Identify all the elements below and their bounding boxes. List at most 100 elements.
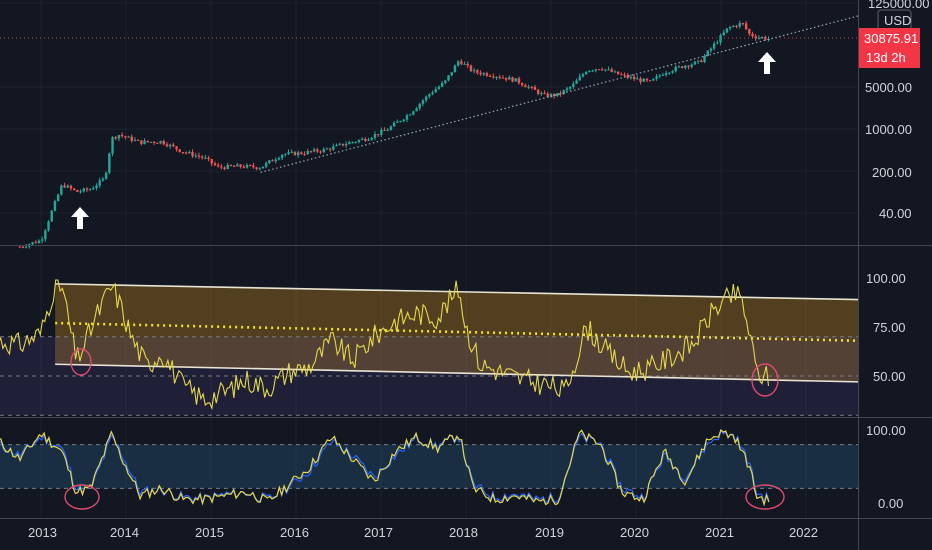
candle-body — [207, 157, 210, 160]
candle-body — [716, 42, 719, 44]
candle-body — [744, 23, 748, 30]
candle-body — [738, 23, 741, 27]
last-price-value: 30875.91 — [864, 31, 918, 46]
price-pane[interactable] — [0, 0, 858, 245]
bar-countdown: 13d 2h — [866, 50, 906, 65]
candle-body — [133, 139, 137, 141]
candle-body — [504, 77, 508, 80]
candle-body — [248, 164, 252, 166]
candle-body — [354, 141, 357, 143]
rsi-tick-100: 100.00 — [866, 271, 906, 286]
candle-body — [677, 66, 681, 68]
candle-body — [226, 164, 229, 169]
candle-body — [239, 164, 242, 167]
candle-body — [162, 140, 165, 145]
rsi-midline-dotted — [55, 321, 859, 343]
candle-body — [242, 166, 245, 168]
time-scale[interactable]: 2013 2014 2015 2016 2017 2018 2019 2020 … — [28, 525, 818, 540]
candle-body — [332, 146, 335, 150]
candle-body — [200, 156, 204, 158]
candle-body — [476, 70, 479, 73]
candle-body — [424, 96, 428, 101]
candle-body — [255, 167, 258, 169]
candle-body — [149, 141, 153, 143]
candle-body — [165, 144, 169, 147]
price-tick-200: 200.00 — [872, 165, 912, 180]
rsi-channel-fill — [55, 283, 858, 382]
up-arrow-2013 — [71, 207, 89, 229]
candle-body — [751, 33, 754, 37]
candle-body — [98, 180, 101, 186]
candle-body — [552, 94, 556, 97]
candle-body — [572, 83, 575, 88]
rsi-series — [0, 279, 859, 416]
candle-body — [431, 92, 434, 95]
candle-body — [306, 151, 309, 155]
candle-body — [95, 185, 98, 189]
candle-body — [636, 78, 639, 80]
candle-body — [655, 76, 658, 79]
candle-body — [568, 87, 572, 89]
time-tick: 2021 — [705, 525, 734, 540]
candle-body — [719, 35, 722, 43]
candle-body — [703, 55, 706, 63]
candle-body — [280, 154, 284, 159]
candle-body — [546, 93, 549, 97]
candle-body — [607, 69, 610, 71]
candle-body — [712, 43, 716, 49]
price-scale[interactable]: 125000.00 5000.00 1000.00 200.00 40.00 — [865, 0, 929, 221]
rsi-line — [0, 279, 770, 411]
candle-body — [597, 69, 601, 71]
candle-body — [76, 190, 79, 192]
candle-body — [495, 76, 498, 78]
candle-body — [341, 143, 345, 146]
candle-body — [661, 74, 665, 76]
candle-body — [79, 191, 82, 193]
candle-body — [562, 90, 565, 95]
candle-body — [588, 70, 591, 73]
candle-body — [434, 89, 437, 93]
candle-body — [152, 141, 156, 143]
currency-badge[interactable]: USD — [877, 9, 912, 32]
time-tick: 2018 — [449, 525, 478, 540]
candle-body — [639, 78, 642, 82]
candle-body — [127, 136, 130, 138]
candle-body — [124, 136, 127, 138]
candle-body — [120, 135, 124, 137]
candle-body — [584, 72, 588, 75]
stoch-series — [0, 428, 858, 510]
candle-body — [444, 80, 447, 84]
candle-body — [159, 140, 162, 144]
candle-body — [204, 157, 207, 159]
candle-body — [300, 152, 303, 154]
time-tick: 2020 — [620, 525, 649, 540]
candle-body — [604, 69, 607, 71]
candle-body — [594, 69, 597, 71]
candle-body — [325, 148, 329, 150]
time-tick: 2014 — [110, 525, 139, 540]
candle-body — [108, 153, 111, 173]
stoch-scale[interactable]: 100.00 0.00 — [866, 423, 906, 511]
up-arrow-2013-shape — [71, 207, 89, 229]
candle-body — [725, 28, 729, 33]
rsi-highlight-circle-2013 — [70, 348, 92, 376]
candle-body — [620, 74, 623, 76]
rsi-scale[interactable]: 100.00 75.00 50.00 — [866, 271, 906, 384]
candle-body — [18, 246, 21, 248]
candle-body — [322, 148, 325, 153]
candle-body — [130, 136, 133, 141]
candle-body — [565, 88, 569, 91]
candle-body — [591, 70, 594, 72]
annotations — [71, 15, 859, 229]
candle-body — [293, 151, 297, 156]
rsi-tick-75: 75.00 — [873, 320, 906, 335]
stoch-pane[interactable] — [0, 418, 858, 518]
candle-body — [194, 155, 197, 157]
candle-body — [648, 80, 652, 82]
candle-body — [764, 37, 767, 40]
candle-body — [524, 85, 527, 88]
candle-body — [175, 146, 178, 150]
candle-body — [728, 26, 732, 29]
candle-body — [543, 93, 546, 95]
